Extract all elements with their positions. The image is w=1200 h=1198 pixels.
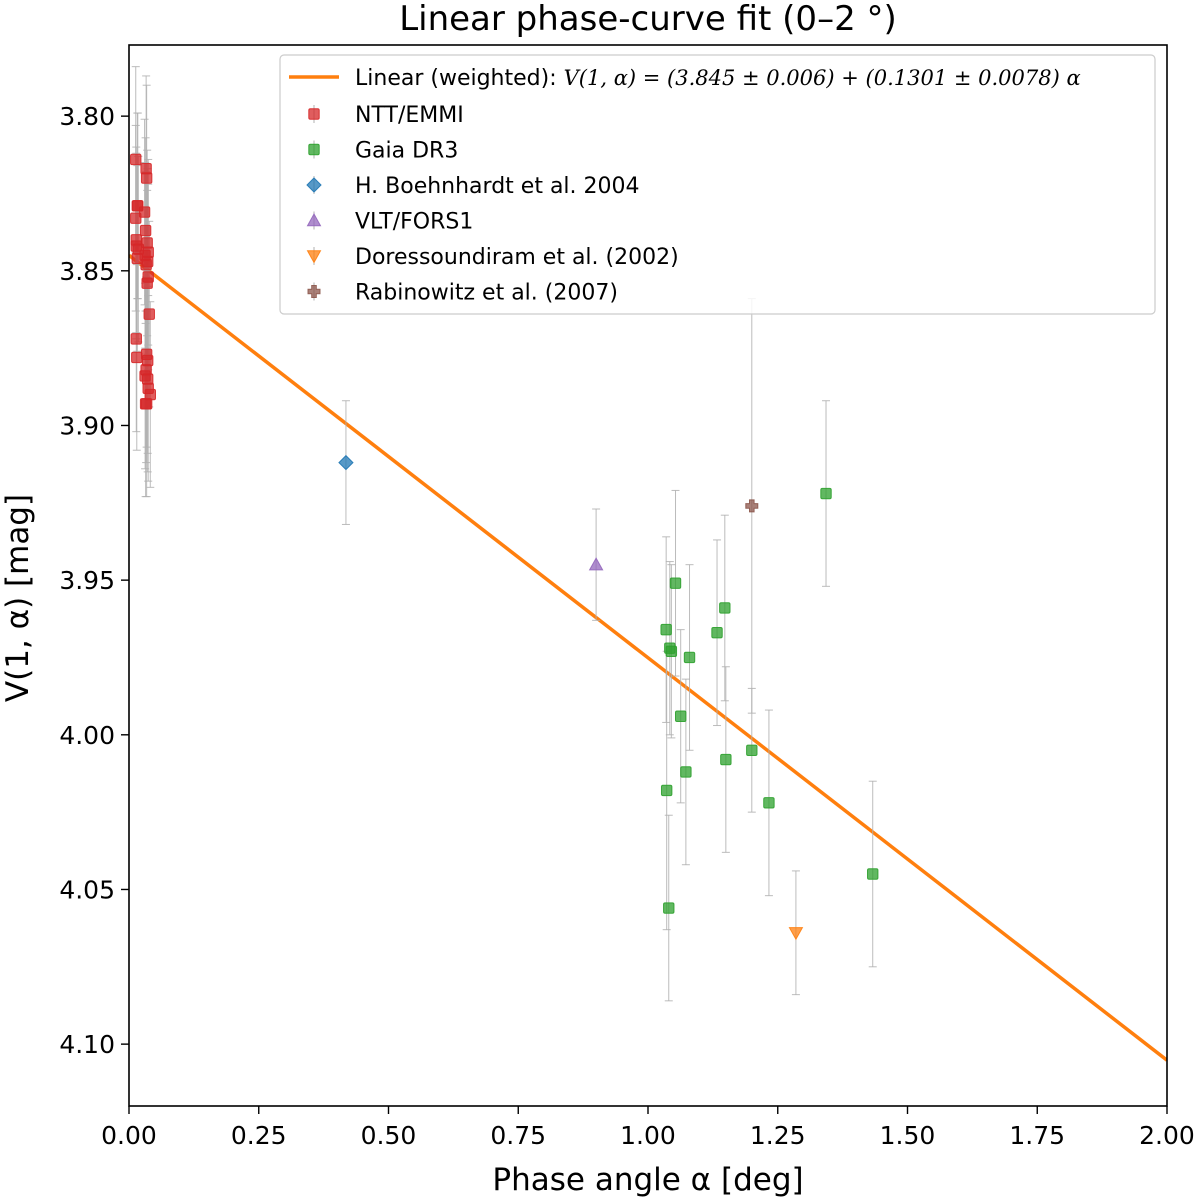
point-gaia-dr3 <box>820 487 832 500</box>
point-gaia-dr3 <box>660 784 673 797</box>
point-rabinowitz-et-al-2007 <box>745 499 759 513</box>
y-tick-label: 3.95 <box>59 566 115 595</box>
point-gaia-dr3 <box>867 868 879 880</box>
legend-marker-doressoundiram-et-al-2002 <box>306 250 322 264</box>
point-ntt-emmi <box>130 333 142 345</box>
point-ntt-emmi <box>131 351 143 364</box>
legend: Linear (weighted): V(1, α) = (3.845 ± 0.… <box>279 54 1156 315</box>
point-gaia-dr3 <box>763 797 775 809</box>
legend-label-rabinowitz-et-al-2007: Rabinowitz et al. (2007) <box>355 281 618 306</box>
legend-fit-label: Linear (weighted): V(1, α) = (3.845 ± 0.… <box>355 66 1081 91</box>
x-tick-label: 0.25 <box>231 1121 287 1150</box>
point-gaia-dr3 <box>711 627 723 639</box>
legend-fit-formula: V(1, α) = (3.845 ± 0.006) + (0.1301 ± 0.… <box>564 66 1081 90</box>
legend-marker-ntt-emmi <box>308 108 320 120</box>
point-h-boehnhardt-et-al-2004 <box>338 454 354 471</box>
point-ntt-emmi <box>130 212 142 224</box>
x-tick-label: 0.75 <box>490 1121 546 1150</box>
y-tick-label: 3.80 <box>59 102 115 131</box>
x-tick-label: 1.50 <box>880 1121 936 1150</box>
point-ntt-emmi <box>140 258 152 271</box>
legend-marker-h-boehnhardt-et-al-2004 <box>306 177 322 193</box>
x-tick-label: 0.50 <box>361 1121 417 1150</box>
data-points <box>130 153 879 941</box>
y-tick-label: 4.10 <box>59 1030 115 1059</box>
x-tick-label: 1.75 <box>1009 1121 1065 1150</box>
y-tick-label: 4.05 <box>59 875 115 904</box>
x-tick-label: 1.00 <box>620 1121 676 1150</box>
y-axis-label: V(1, α) [mag] <box>0 494 36 702</box>
point-gaia-dr3 <box>719 602 731 614</box>
point-ntt-emmi <box>143 308 155 320</box>
point-ntt-emmi <box>139 224 152 237</box>
axes: 0.00 0.25 0.50 0.75 1.00 1.25 1.50 1.75 2.00 3.80… <box>59 44 1195 1150</box>
x-tick-label: 1.25 <box>750 1121 806 1150</box>
point-gaia-dr3 <box>669 577 682 589</box>
legend-label-vlt-fors1: VLT/FORS1 <box>355 210 473 235</box>
point-ntt-emmi <box>140 398 153 410</box>
legend-label-doressoundiram-et-al-2002: Doressoundiram et al. (2002) <box>355 245 679 270</box>
fit-line <box>129 253 1167 1062</box>
point-vlt-fors1 <box>588 557 604 571</box>
legend-marker-rabinowitz-et-al-2007 <box>307 285 321 298</box>
legend-label-gaia-dr3: Gaia DR3 <box>355 139 458 164</box>
x-axis-label: Phase angle α [deg] <box>492 1162 803 1198</box>
legend-marker-gaia-dr3 <box>308 143 320 156</box>
chart-title: Linear phase-curve fit (0–2 °) <box>399 0 897 39</box>
x-tick-label: 0.00 <box>101 1121 157 1150</box>
x-tick-label: 2.00 <box>1139 1121 1195 1150</box>
point-gaia-dr3 <box>663 902 675 914</box>
point-gaia-dr3 <box>720 753 732 766</box>
point-ntt-emmi <box>141 277 153 289</box>
point-ntt-emmi <box>130 153 142 166</box>
point-doressoundiram-et-al-2002 <box>788 927 804 941</box>
legend-marker-vlt-fors1 <box>306 212 322 227</box>
legend-fit-prefix: Linear (weighted): <box>355 66 564 91</box>
point-gaia-dr3 <box>665 645 678 657</box>
y-tick-label: 3.85 <box>59 257 115 286</box>
point-gaia-dr3 <box>746 744 758 756</box>
legend-label-h-boehnhardt-et-al-2004: H. Boehnhardt et al. 2004 <box>355 174 640 199</box>
point-gaia-dr3 <box>683 651 696 664</box>
y-tick-label: 4.00 <box>59 721 115 750</box>
point-gaia-dr3 <box>660 623 672 636</box>
point-gaia-dr3 <box>680 766 692 778</box>
fit-line-layer <box>129 253 1167 1062</box>
point-ntt-emmi <box>140 172 153 184</box>
point-gaia-dr3 <box>674 710 687 722</box>
legend-box <box>279 54 1156 315</box>
y-tick-label: 3.90 <box>59 411 115 440</box>
legend-label-ntt-emmi: NTT/EMMI <box>355 103 464 128</box>
point-ntt-emmi <box>138 206 151 218</box>
